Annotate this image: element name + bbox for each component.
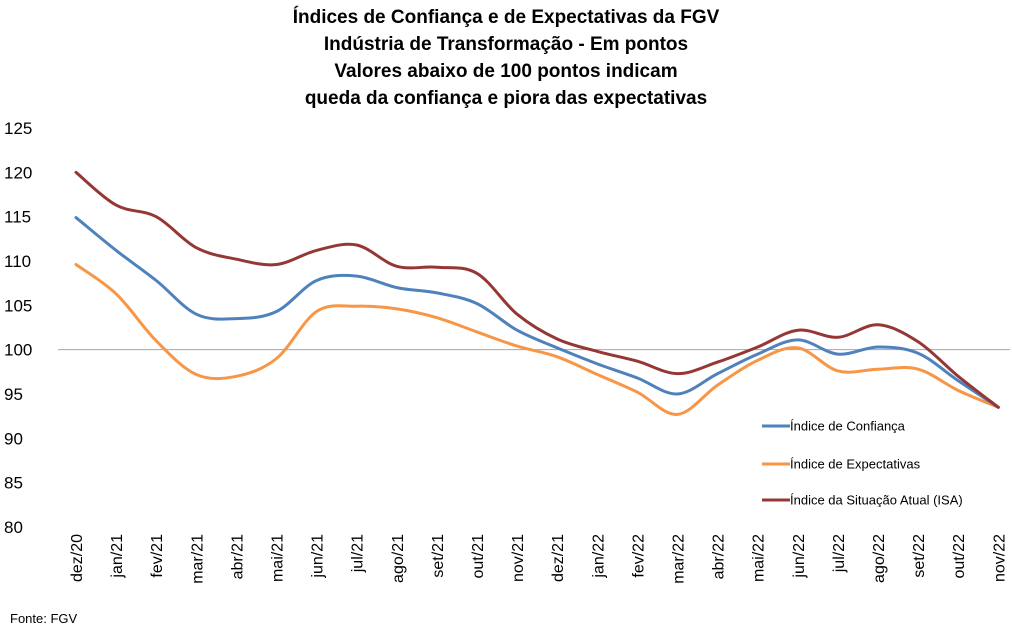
x-tick-label: jan/21 xyxy=(109,534,126,579)
title-line-3: Valores abaixo de 100 pontos indicam xyxy=(334,61,678,82)
x-tick-label: ago/22 xyxy=(871,534,888,583)
x-tick-label: jul/22 xyxy=(831,534,848,573)
series-line-1 xyxy=(74,216,1000,409)
legend: Índice de Confiança Índice de Expectativa… xyxy=(762,419,963,508)
title-line-1: Índices de Confiança e de Expectativas d… xyxy=(292,7,720,28)
source-note: Fonte: FGV xyxy=(10,611,78,626)
y-tick-label: 115 xyxy=(4,208,31,227)
y-tick-label: 95 xyxy=(4,385,23,404)
x-tick-label: dez/21 xyxy=(550,534,567,582)
x-tick-label: ago/21 xyxy=(390,534,407,583)
series-lines xyxy=(74,170,1000,416)
x-tick-label: fev/21 xyxy=(149,534,166,578)
x-tick-label: fev/22 xyxy=(630,534,647,578)
legend-label: Índice da Situação Atual (ISA) xyxy=(790,493,963,508)
x-tick-label: jul/21 xyxy=(350,534,367,573)
y-tick-label: 105 xyxy=(4,296,32,315)
x-tick-label: set/21 xyxy=(430,534,447,578)
y-tick-label: 125 xyxy=(4,119,32,138)
x-tick-label: jun/22 xyxy=(791,534,808,579)
x-axis: dez/20 jan/21 fev/21 mar/21 abr/21 mai/21 jun/… xyxy=(69,534,1008,584)
x-tick-label: out/21 xyxy=(470,534,487,579)
y-axis: 80 85 90 95 100 105 110 115 120 125 xyxy=(4,119,32,537)
x-tick-label: jan/22 xyxy=(590,534,607,579)
x-tick-label: out/22 xyxy=(951,534,968,579)
y-tick-label: 85 xyxy=(4,474,23,493)
x-tick-label: set/22 xyxy=(911,534,928,578)
x-tick-label: mar/21 xyxy=(189,534,206,584)
x-tick-label: abr/21 xyxy=(229,534,246,579)
title-line-2: Indústria de Transformação - Em pontos xyxy=(323,34,689,55)
y-tick-label: 110 xyxy=(4,252,31,271)
series-line-2 xyxy=(74,263,1000,416)
y-tick-label: 100 xyxy=(4,341,32,360)
legend-label: Índice de Confiança xyxy=(790,419,906,434)
x-tick-label: mai/22 xyxy=(751,534,768,582)
x-tick-label: nov/21 xyxy=(510,534,527,582)
x-tick-label: dez/20 xyxy=(69,534,86,582)
y-tick-label: 90 xyxy=(4,429,23,448)
series-line-3 xyxy=(74,170,1000,409)
x-tick-label: nov/22 xyxy=(991,534,1008,582)
title-line-4: queda da confiança e piora das expectati… xyxy=(304,88,708,109)
x-tick-label: jun/21 xyxy=(310,534,327,579)
y-tick-label: 120 xyxy=(4,163,32,182)
x-tick-label: mai/21 xyxy=(270,534,287,582)
y-tick-label: 80 xyxy=(4,518,23,537)
legend-label: Índice de Expectativas xyxy=(790,457,921,472)
x-tick-label: mar/22 xyxy=(671,534,688,584)
x-tick-label: abr/22 xyxy=(711,534,728,579)
chart-title: Índices de Confiança e de Expectativas d… xyxy=(0,4,1012,112)
